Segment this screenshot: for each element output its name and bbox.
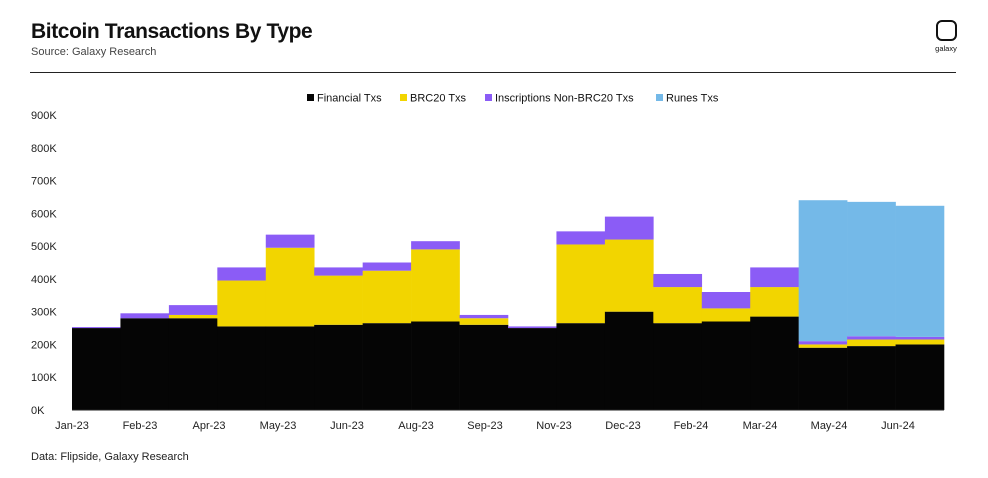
bar-segment-2023-11-s1 bbox=[556, 244, 606, 324]
x-tick-label: Jun-24 bbox=[881, 420, 915, 432]
chart-legend: Financial Txs BRC20 Txs Inscriptions Non-B… bbox=[307, 93, 719, 105]
bar-segment-2023-03-s0 bbox=[168, 318, 218, 410]
y-axis: 0K 100K 200K 300K 400K 500K 600K 700K 800K 900K bbox=[31, 110, 57, 417]
y-tick-label: 100K bbox=[31, 372, 57, 384]
bar-segment-2023-09-s0 bbox=[459, 324, 509, 410]
x-tick-label: Jun-23 bbox=[330, 420, 364, 432]
bar-segment-2023-01-s0 bbox=[72, 328, 121, 410]
bar-segment-2023-04-s0 bbox=[217, 326, 267, 410]
bar-segment-2024-06-s1 bbox=[895, 339, 945, 345]
x-tick-label: Feb-23 bbox=[123, 420, 158, 432]
bar-segment-2023-07-s2 bbox=[362, 262, 412, 271]
y-tick-label: 600K bbox=[31, 208, 57, 220]
bar-segment-2023-08-s0 bbox=[411, 321, 460, 410]
x-tick-label: May-23 bbox=[260, 420, 297, 432]
bar-segment-2023-11-s0 bbox=[556, 323, 606, 410]
y-tick-label: 700K bbox=[31, 176, 57, 188]
x-axis: Jan-23 Feb-23 Apr-23 May-23 Jun-23 Aug-23 Sep-… bbox=[55, 409, 944, 432]
bar-segment-2024-04-s2 bbox=[798, 341, 848, 345]
x-tick-label: Sep-23 bbox=[467, 420, 502, 432]
bar-segment-2024-06-s3 bbox=[895, 205, 945, 337]
bar-segment-2023-05-s1 bbox=[265, 247, 315, 327]
bar-segment-2024-03-s1 bbox=[750, 287, 799, 317]
galaxy-logo-text: galaxy bbox=[935, 44, 957, 53]
galaxy-logo-icon bbox=[935, 20, 957, 41]
bar-segment-2024-03-s2 bbox=[750, 267, 799, 288]
x-tick-label: Apr-23 bbox=[192, 420, 225, 432]
x-tick-label: Aug-23 bbox=[398, 420, 433, 432]
galaxy-logo: galaxy bbox=[926, 20, 966, 53]
bar-segment-2024-01-s2 bbox=[653, 273, 703, 288]
chart-subtitle: Source: Galaxy Research bbox=[31, 46, 157, 58]
x-tick-label: May-24 bbox=[811, 420, 848, 432]
bar-segment-2023-06-s2 bbox=[314, 267, 363, 276]
bar-segment-2023-12-s0 bbox=[604, 311, 654, 410]
bar-segment-2024-05-s3 bbox=[847, 201, 896, 337]
bar-segment-2024-01-s0 bbox=[653, 323, 703, 410]
bar-segment-2023-02-s2 bbox=[120, 313, 170, 319]
bar-segment-2023-02-s0 bbox=[120, 318, 170, 410]
y-tick-label: 300K bbox=[31, 307, 57, 319]
header-divider bbox=[30, 72, 956, 73]
legend-label-0: Financial Txs bbox=[317, 93, 382, 105]
bar-segment-2023-10-s2 bbox=[508, 326, 557, 329]
bar-segment-2023-11-s2 bbox=[556, 231, 606, 245]
legend-swatch-0 bbox=[307, 94, 314, 101]
bar-segment-2023-06-s1 bbox=[314, 275, 363, 325]
bar-segment-2024-05-s1 bbox=[847, 339, 896, 347]
bar-segment-2024-05-s0 bbox=[847, 346, 896, 410]
legend-label-1: BRC20 Txs bbox=[410, 93, 467, 105]
x-tick-label: Feb-24 bbox=[674, 420, 709, 432]
bar-segment-2023-08-s1 bbox=[411, 249, 460, 322]
x-tick-label: Jan-23 bbox=[55, 420, 89, 432]
bar-segment-2024-06-s2 bbox=[895, 336, 945, 340]
bar-segment-2023-06-s0 bbox=[314, 324, 363, 410]
bar-segment-2023-05-s0 bbox=[265, 326, 315, 410]
bar-segment-2023-10-s0 bbox=[508, 328, 557, 410]
legend-swatch-2 bbox=[485, 94, 492, 101]
y-tick-label: 900K bbox=[31, 110, 57, 122]
bar-segment-2024-06-s0 bbox=[895, 344, 945, 410]
y-tick-label: 800K bbox=[31, 143, 57, 155]
bar-segment-2023-09-s2 bbox=[459, 314, 509, 319]
bar-segment-2023-12-s2 bbox=[604, 216, 654, 240]
bar-segment-2023-07-s0 bbox=[362, 323, 412, 410]
bar-segment-2023-12-s1 bbox=[604, 239, 654, 312]
bar-segment-2024-02-s2 bbox=[701, 292, 751, 309]
bar-segment-2024-02-s1 bbox=[701, 308, 751, 322]
chart-bars bbox=[72, 200, 945, 410]
y-tick-label: 200K bbox=[31, 339, 57, 351]
bar-segment-2023-04-s1 bbox=[217, 280, 267, 327]
legend-label-3: Runes Txs bbox=[666, 93, 719, 105]
bar-segment-2024-05-s2 bbox=[847, 336, 896, 340]
y-tick-label: 0K bbox=[31, 405, 45, 417]
bar-segment-2024-01-s1 bbox=[653, 287, 703, 324]
x-tick-label: Nov-23 bbox=[536, 420, 571, 432]
bar-segment-2023-05-s2 bbox=[265, 234, 315, 248]
x-tick-label: Mar-24 bbox=[743, 420, 778, 432]
bar-segment-2024-04-s3 bbox=[798, 200, 848, 342]
bar-segment-2024-04-s0 bbox=[798, 347, 848, 410]
y-tick-label: 400K bbox=[31, 274, 57, 286]
bar-segment-2023-08-s2 bbox=[411, 241, 460, 250]
legend-swatch-1 bbox=[400, 94, 407, 101]
bar-segment-2023-07-s1 bbox=[362, 270, 412, 324]
legend-label-2: Inscriptions Non-BRC20 Txs bbox=[495, 93, 634, 105]
bar-segment-2024-04-s1 bbox=[798, 344, 848, 348]
bar-segment-2023-03-s1 bbox=[168, 314, 218, 319]
stacked-bar-chart: Financial Txs BRC20 Txs Inscriptions Non-B… bbox=[31, 93, 945, 432]
bar-segment-2023-09-s1 bbox=[459, 318, 509, 325]
bar-segment-2023-03-s2 bbox=[168, 305, 218, 315]
y-tick-label: 500K bbox=[31, 241, 57, 253]
legend-swatch-3 bbox=[656, 94, 663, 101]
bar-segment-2023-01-s2 bbox=[72, 327, 121, 329]
bar-segment-2024-03-s0 bbox=[750, 316, 799, 410]
bar-segment-2024-02-s0 bbox=[701, 321, 751, 410]
data-source-note: Data: Flipside, Galaxy Research bbox=[31, 451, 189, 463]
x-tick-label: Dec-23 bbox=[605, 420, 640, 432]
bar-segment-2023-04-s2 bbox=[217, 267, 267, 281]
chart-title: Bitcoin Transactions By Type bbox=[31, 20, 313, 43]
